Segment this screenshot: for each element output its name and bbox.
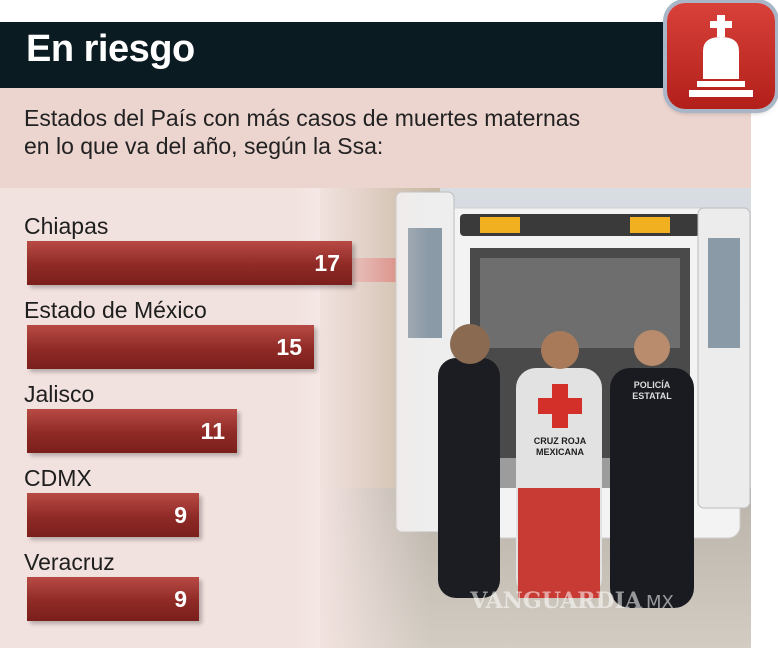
paramedic-vest-line-1: CRUZ ROJA	[534, 436, 587, 446]
category-label: CDMX	[24, 465, 92, 491]
police-officer-right	[610, 368, 694, 608]
police-vest-line-2: ESTATAL	[632, 391, 672, 401]
tombstone-icon	[689, 15, 753, 97]
bar-value-label: 9	[174, 502, 187, 528]
bar-value-label: 17	[314, 250, 340, 276]
bar-value-label: 9	[174, 586, 187, 612]
watermark-suffix: MX	[646, 592, 674, 613]
subtitle-band	[0, 88, 751, 188]
paramedic-vest-line-2: MEXICANA	[536, 447, 585, 457]
category-label: Estado de México	[24, 297, 207, 323]
bar	[27, 493, 199, 537]
subtitle-line-2: en lo que va del año, según la Ssa:	[24, 133, 384, 159]
category-label: Veracruz	[24, 549, 115, 575]
bar-value-label: 15	[276, 334, 302, 360]
ambulance-photo: CRUZ ROJA MEXICANA POLICÍA ESTATAL VANGU…	[320, 188, 751, 648]
bar	[27, 577, 199, 621]
subtitle-line-1: Estados del País con más casos de muerte…	[24, 105, 581, 131]
title-bar	[0, 22, 700, 88]
tombstone-icon-badge	[667, 3, 775, 109]
category-label: Jalisco	[24, 381, 95, 407]
bar	[27, 325, 314, 369]
page-title: En riesgo	[26, 28, 195, 70]
bar	[27, 409, 237, 453]
bar-value-label: 11	[200, 418, 225, 444]
watermark: VANGUARDIA	[469, 588, 643, 614]
bar	[27, 241, 352, 285]
chart-subtitle: Estados del País con más casos de muerte…	[24, 104, 664, 160]
category-label: Chiapas	[24, 213, 109, 239]
police-vest-line-1: POLICÍA	[634, 380, 671, 390]
police-officer-left	[438, 358, 500, 598]
